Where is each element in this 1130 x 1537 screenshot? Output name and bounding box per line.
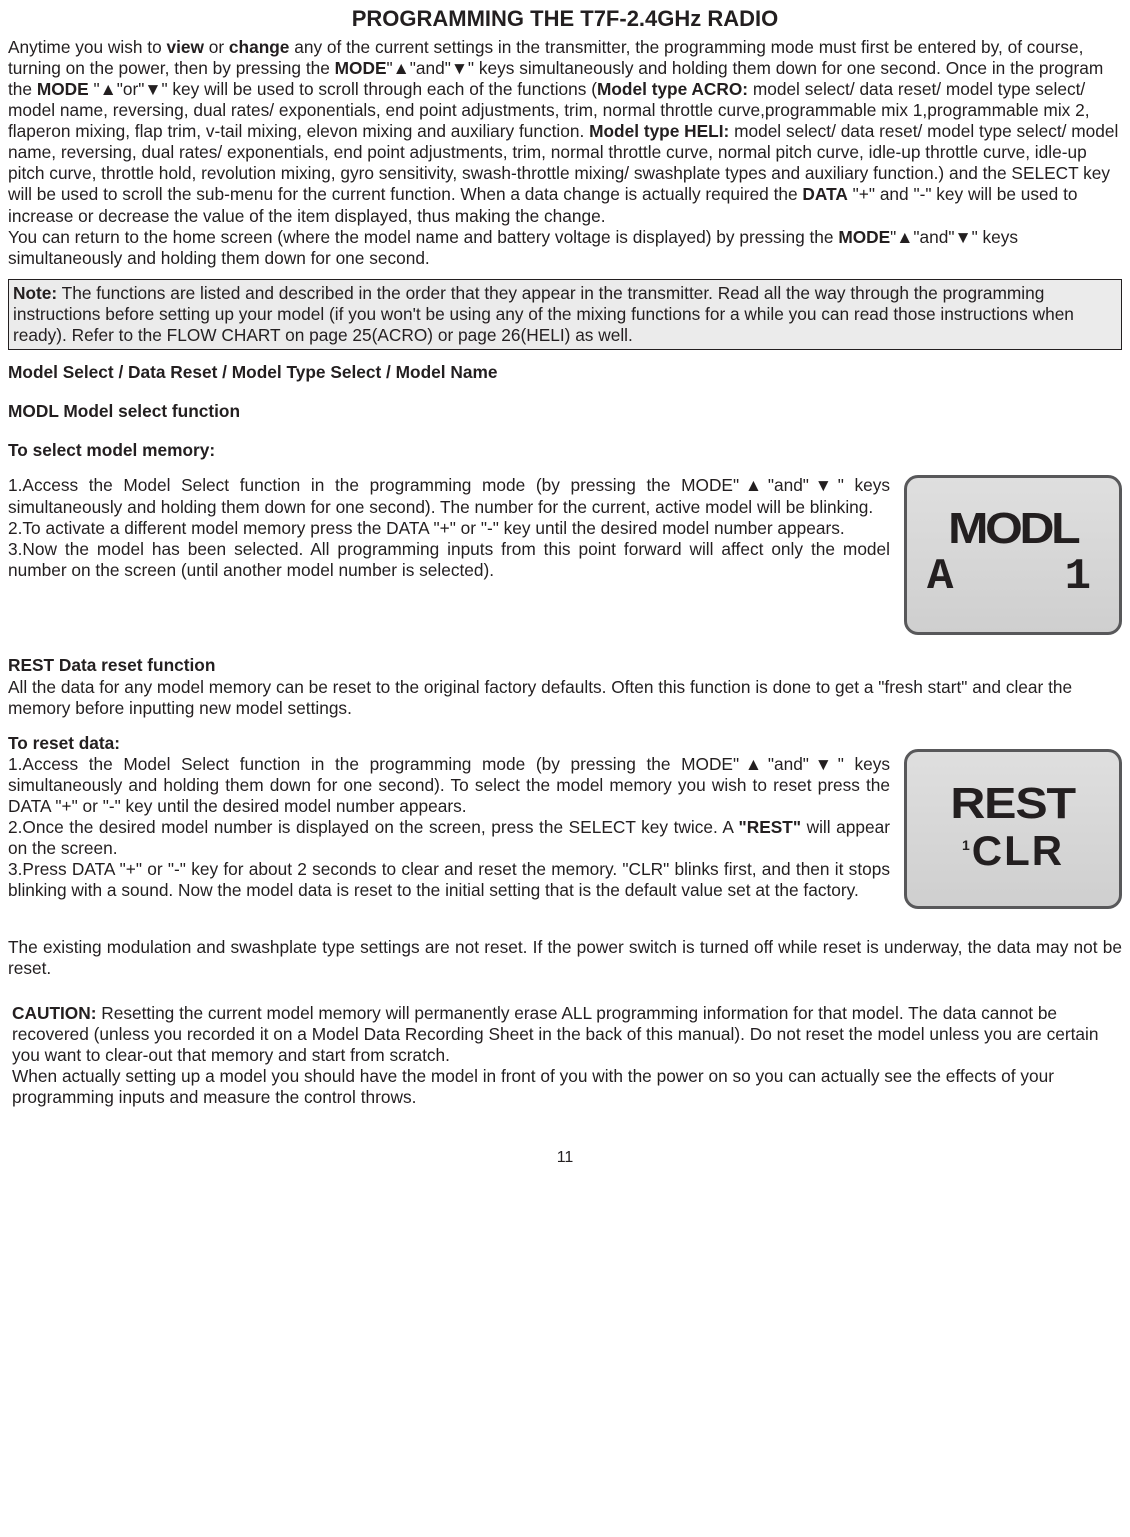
lcd-rest: REST 1CLR bbox=[904, 749, 1122, 909]
lcd-modl: MODL A 1 bbox=[904, 475, 1122, 635]
lcd-rest-line2: 1CLR bbox=[962, 826, 1064, 876]
note-box: Note: The functions are listed and descr… bbox=[8, 279, 1122, 350]
page-number: 11 bbox=[8, 1148, 1122, 1168]
rest-block: To reset data: 1.Access the Model Select… bbox=[8, 733, 1122, 909]
heading-rest: REST Data reset function bbox=[8, 655, 1122, 676]
lcd-modl-line2-b: 1 bbox=[1065, 552, 1099, 602]
page-title: PROGRAMMING THE T7F-2.4GHz RADIO bbox=[8, 6, 1122, 33]
lcd-modl-line2: A 1 bbox=[927, 551, 1099, 604]
lcd-modl-line2-a: A bbox=[927, 552, 961, 602]
note-not-reset: The existing modulation and swashplate t… bbox=[8, 937, 1122, 979]
modl-block: 1.Access the Model Select function in th… bbox=[8, 475, 1122, 635]
heading-to-reset: To reset data: bbox=[8, 733, 890, 754]
lcd-modl-line1: MODL bbox=[948, 507, 1077, 551]
caution-block: CAUTION: Resetting the current model mem… bbox=[8, 1003, 1122, 1108]
rest-steps-text: 1.Access the Model Select function in th… bbox=[8, 754, 890, 901]
modl-steps: 1.Access the Model Select function in th… bbox=[8, 475, 890, 580]
lcd-rest-line2-a: 1 bbox=[962, 837, 972, 853]
lcd-rest-line2-b: CLR bbox=[972, 827, 1064, 874]
intro-paragraph: Anytime you wish to view or change any o… bbox=[8, 37, 1122, 269]
lcd-rest-line1: REST bbox=[951, 782, 1076, 826]
heading-model-select: Model Select / Data Reset / Model Type S… bbox=[8, 362, 1122, 383]
heading-to-select: To select model memory: bbox=[8, 440, 1122, 461]
rest-intro: All the data for any model memory can be… bbox=[8, 677, 1122, 719]
rest-steps: To reset data: 1.Access the Model Select… bbox=[8, 733, 890, 902]
heading-modl: MODL Model select function bbox=[8, 401, 1122, 422]
